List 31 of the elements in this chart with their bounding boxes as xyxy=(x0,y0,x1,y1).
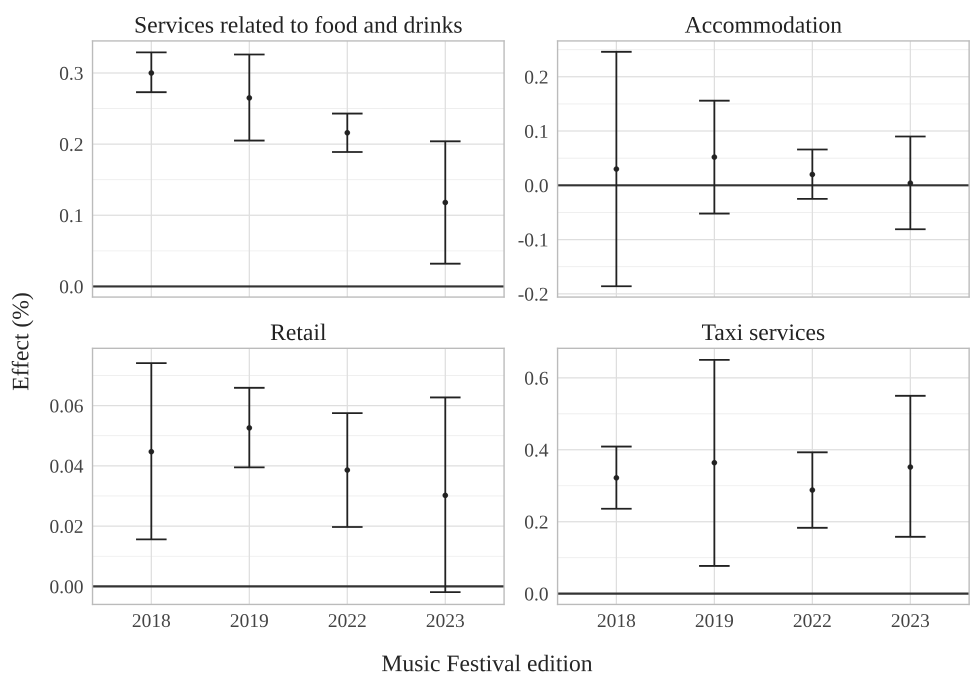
y-tick-label: 0.2 xyxy=(524,70,548,84)
y-tick-label: 0.04 xyxy=(50,460,84,473)
x-tick-label: 2023 xyxy=(426,614,464,628)
y-tick-label: 0.4 xyxy=(524,444,548,457)
x-tick-label: 2022 xyxy=(328,614,366,628)
x-tick-label: 2018 xyxy=(132,614,170,628)
chart-title: Accommodation xyxy=(684,16,842,33)
y-tick-label: 0.06 xyxy=(50,399,83,413)
x-tick-label: 2022 xyxy=(794,614,831,628)
y-tick-label: -0.1 xyxy=(518,233,548,247)
y-tick-label: 0.0 xyxy=(60,280,83,294)
y-tick-label: 0.6 xyxy=(524,372,548,385)
x-tick-label: 2019 xyxy=(230,614,268,628)
x-tick-label: 2019 xyxy=(696,614,734,628)
y-tick-label: 0.00 xyxy=(50,580,83,594)
x-tick-label: 2018 xyxy=(598,614,636,628)
y-tick-label: 0.2 xyxy=(524,516,548,529)
y-tick-label: 0.1 xyxy=(524,124,548,138)
chart-title: Services related to food and drinks xyxy=(136,16,462,33)
y-tick-label: 0.02 xyxy=(50,520,82,534)
y-tick-label: 0.1 xyxy=(60,209,82,222)
chart-title: Taxi services xyxy=(702,324,824,340)
y-tick-label: 0.0 xyxy=(524,179,548,192)
y-axis-title: Effect (%) xyxy=(12,293,34,390)
y-tick-label: 0.0 xyxy=(524,587,548,601)
chart-title: Retail xyxy=(270,324,326,340)
y-tick-label: 0.3 xyxy=(60,66,83,80)
y-tick-label: 0.2 xyxy=(60,138,82,152)
y-tick-label: -0.2 xyxy=(518,288,548,301)
x-axis-title: Music Festival edition xyxy=(382,654,592,672)
x-tick-label: 2023 xyxy=(892,614,930,628)
